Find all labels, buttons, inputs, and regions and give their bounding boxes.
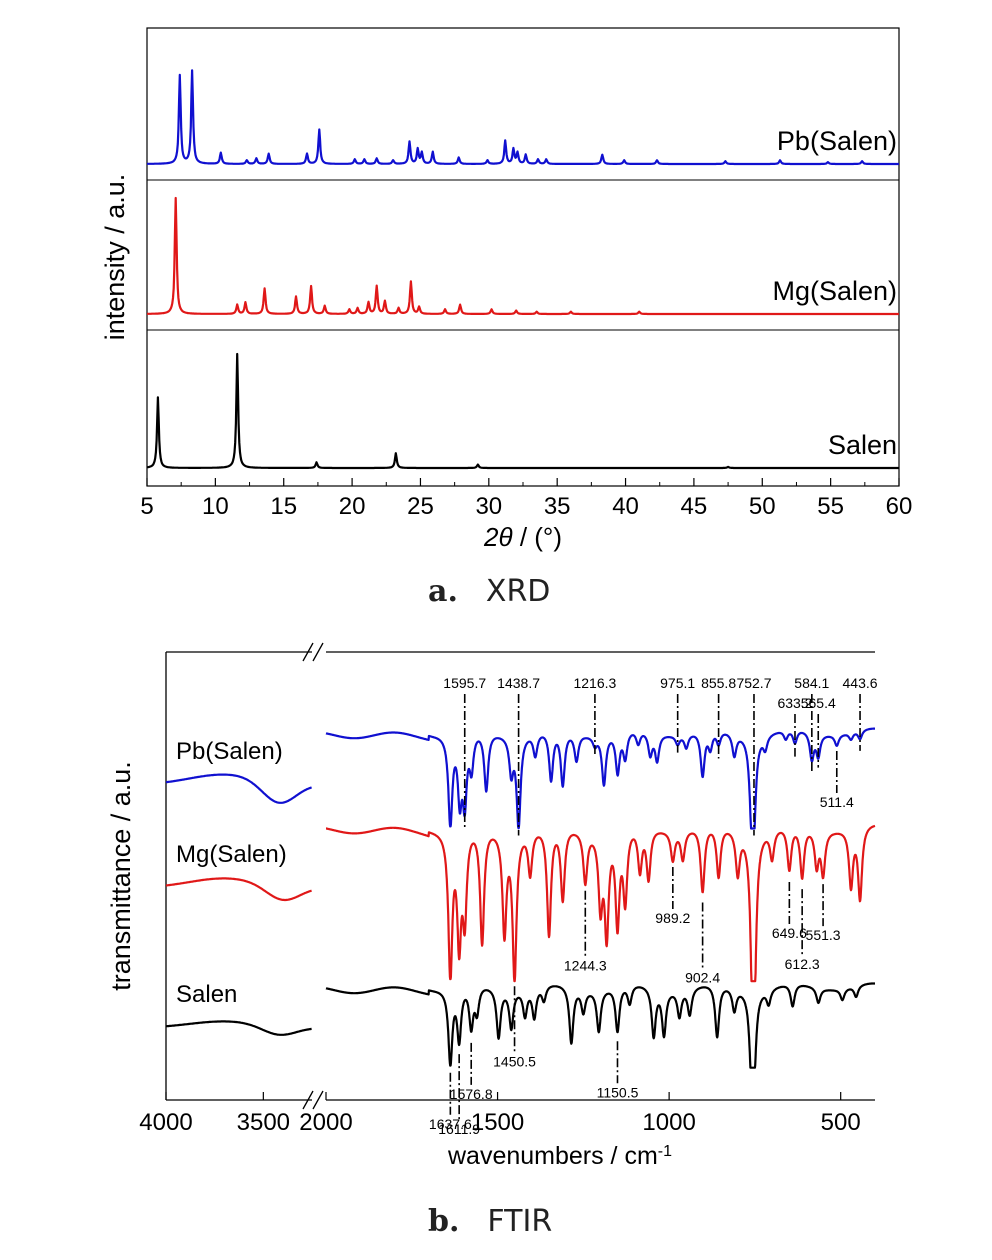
ftir-axis-break-a-1	[302, 1090, 314, 1110]
ftir-band-label-989-2: 989.2	[655, 910, 690, 926]
ftir-line-pb-salen	[325, 727, 876, 830]
xrd-panel: Pb(Salen) Mg(Salen) Salen 5 10 15 20 25 30 35 40 45…	[100, 27, 913, 552]
ftir-band-label-1150-5: 1150.5	[597, 1084, 639, 1100]
ftir-xlabel-text: wavenumbers / cm	[447, 1142, 658, 1170]
ftir-axis-break-b-1	[312, 1090, 324, 1110]
ftir-highfreq-line-pb-salen	[165, 773, 312, 804]
ftir-axis-break-a-0	[302, 642, 314, 662]
ftir-xtick-label-3500: 3500	[237, 1109, 290, 1136]
ftir-xlabel: wavenumbers / cm-1	[447, 1142, 672, 1170]
ftir-line-mg-salen	[325, 824, 876, 983]
ftir-band-label-855-8: 855.8	[701, 675, 736, 691]
ftir-band-label-1611-9: 1611.9	[438, 1121, 480, 1137]
xrd-xtick-label-5: 5	[140, 493, 153, 520]
ftir-band-label-565-4: 565.4	[801, 695, 836, 711]
xrd-series-label-pb-salen: Pb(Salen)	[777, 126, 897, 156]
ftir-highfreq-line-salen	[165, 1020, 312, 1036]
ftir-band-label-1637-6: 1637.6	[429, 1116, 472, 1132]
ftir-panel-title: FTIR	[487, 1204, 553, 1239]
xrd-xlabel-unit: / (°)	[513, 522, 562, 552]
ftir-caption: b. FTIR	[428, 1204, 552, 1239]
xrd-panel-title: XRD	[485, 574, 551, 609]
xrd-caption: a. XRD	[428, 574, 550, 609]
ftir-band-label-633-2: 633.2	[777, 695, 812, 711]
ftir-highfreq-line-mg-salen	[165, 877, 312, 902]
ftir-series-label-mg-salen: Mg(Salen)	[176, 841, 287, 868]
xrd-xtick-label-45: 45	[681, 493, 708, 520]
xrd-xtick-label-50: 50	[749, 493, 776, 520]
xrd-frame	[146, 27, 900, 487]
ftir-axis-break-b-0	[312, 642, 324, 662]
ftir-band-label-1595-7: 1595.7	[443, 675, 486, 691]
xrd-xlabel-var: 2θ	[483, 522, 513, 552]
xrd-xtick-label-35: 35	[544, 493, 571, 520]
xrd-xtick-label-15: 15	[270, 493, 297, 520]
xrd-line-pb-salen	[146, 69, 900, 166]
xrd-line-mg-salen	[146, 196, 900, 316]
xrd-series-label-salen: Salen	[828, 430, 897, 460]
ftir-xtick-label-500: 500	[821, 1109, 861, 1136]
ftir-band-label-584-1: 584.1	[794, 675, 829, 691]
xrd-panel-label: a.	[428, 574, 458, 609]
ftir-xtick-label-4000: 4000	[139, 1109, 192, 1136]
xrd-series-label-mg-salen: Mg(Salen)	[772, 276, 897, 306]
ftir-band-label-511-4: 511.4	[820, 794, 854, 810]
xrd-xtick-label-55: 55	[817, 493, 844, 520]
ftir-band-label-975-1: 975.1	[660, 675, 695, 691]
ftir-panel-label: b.	[428, 1204, 460, 1239]
ftir-series-label-salen: Salen	[176, 981, 237, 1008]
ftir-xtick-label-2000: 2000	[299, 1109, 352, 1136]
ftir-band-label-1450-5: 1450.5	[493, 1053, 536, 1069]
ftir-band-label-902-4: 902.4	[685, 969, 720, 985]
ftir-xlabel-sup: -1	[658, 1143, 672, 1160]
xrd-xlabel: 2θ / (°)	[483, 522, 562, 552]
ftir-line-salen	[325, 982, 876, 1069]
xrd-xtick-label-40: 40	[612, 493, 639, 520]
ftir-band-label-551-3: 551.3	[806, 927, 841, 943]
ftir-band-label-1244-3: 1244.3	[564, 958, 607, 974]
xrd-xtick-label-30: 30	[475, 493, 502, 520]
ftir-band-label-1438-7: 1438.7	[497, 675, 540, 691]
ftir-ylabel: transmittance / a.u.	[106, 761, 136, 991]
ftir-band-label-752-7: 752.7	[736, 675, 771, 691]
ftir-series-label-pb-salen: Pb(Salen)	[176, 738, 283, 765]
xrd-ylabel: intensity / a.u.	[100, 174, 130, 341]
xrd-xtick-label-60: 60	[886, 493, 913, 520]
xrd-xtick-label-10: 10	[202, 493, 229, 520]
ftir-band-label-1576-8: 1576.8	[450, 1086, 493, 1102]
ftir-band-label-649-6: 649.6	[772, 925, 807, 941]
xrd-xtick-label-25: 25	[407, 493, 434, 520]
ftir-band-label-1216-3: 1216.3	[573, 675, 616, 691]
xrd-line-salen	[146, 352, 900, 470]
ftir-xtick-label-1500: 1500	[471, 1109, 524, 1136]
ftir-panel: Pb(Salen) 1595.7 1438.7 1216.3 975.1 855.8 752…	[106, 642, 878, 1170]
xrd-xtick-label-20: 20	[339, 493, 366, 520]
ftir-xtick-label-1000: 1000	[642, 1109, 695, 1136]
ftir-band-label-612-3: 612.3	[785, 956, 820, 972]
ftir-band-label-443-6: 443.6	[843, 675, 878, 691]
